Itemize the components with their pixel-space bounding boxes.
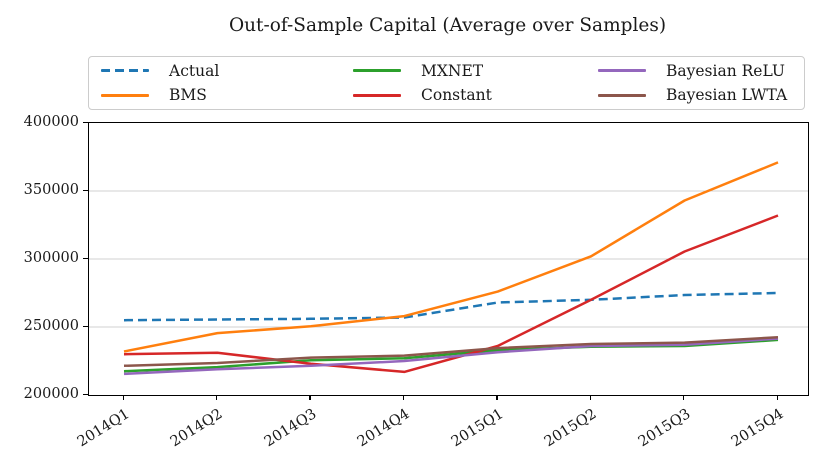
x-tick-mark bbox=[589, 395, 591, 401]
line-swatch-bayesian-relu bbox=[598, 69, 646, 73]
legend-item-bayesian-relu: Bayesian ReLU bbox=[598, 60, 804, 82]
x-tick-label: 2014Q2 bbox=[168, 406, 226, 451]
x-tick-mark bbox=[122, 395, 124, 401]
x-tick-label: 2015Q4 bbox=[728, 406, 787, 451]
legend-label-constant: Constant bbox=[421, 86, 492, 105]
y-tick-label: 250000 bbox=[23, 317, 79, 334]
series-line-constant bbox=[123, 214, 779, 374]
series-line-actual bbox=[123, 291, 779, 322]
x-tick-label: 2015Q1 bbox=[448, 406, 507, 451]
x-tick-mark bbox=[215, 395, 218, 401]
y-tick-mark bbox=[83, 393, 88, 395]
legend-label-mxnet: MXNET bbox=[421, 61, 484, 80]
series-line-bayesian-lwta bbox=[123, 335, 779, 368]
legend-item-mxnet: MXNET bbox=[353, 60, 586, 82]
y-tick-mark bbox=[83, 257, 88, 259]
legend-item-constant: Constant bbox=[353, 84, 586, 106]
chart-lines bbox=[89, 161, 808, 376]
legend-label-bayesian-lwta: Bayesian LWTA bbox=[666, 86, 788, 105]
x-tick-mark bbox=[683, 395, 685, 401]
line-swatch-actual bbox=[101, 69, 149, 73]
y-tick-label: 400000 bbox=[23, 113, 79, 130]
line-swatch-constant bbox=[353, 93, 401, 97]
legend-label-bayesian-relu: Bayesian ReLU bbox=[666, 61, 785, 80]
legend-column: Actual BMS bbox=[89, 57, 341, 109]
x-tick-label: 2014Q3 bbox=[261, 406, 320, 451]
y-tick-label: 200000 bbox=[23, 385, 79, 402]
legend-label-actual: Actual bbox=[169, 61, 220, 80]
legend: Actual BMS MXNET Constant Bayesian ReLU … bbox=[88, 56, 805, 110]
plot-area bbox=[88, 122, 809, 396]
y-tick-mark bbox=[83, 121, 88, 123]
line-swatch-mxnet bbox=[353, 69, 401, 73]
x-tick-label: 2015Q2 bbox=[541, 406, 600, 451]
y-tick-label: 300000 bbox=[23, 249, 79, 266]
legend-column: Bayesian ReLU Bayesian LWTA bbox=[586, 57, 804, 109]
x-tick-mark bbox=[402, 395, 405, 401]
y-tick-mark bbox=[83, 325, 88, 327]
series-line-bms bbox=[123, 161, 779, 353]
legend-item-bms: BMS bbox=[101, 84, 341, 106]
chart-title: Out-of-Sample Capital (Average over Samp… bbox=[228, 15, 667, 36]
legend-column: MXNET Constant bbox=[341, 57, 586, 109]
series-line-bayesian-relu bbox=[123, 337, 779, 376]
x-tick-label: 2014Q1 bbox=[74, 406, 133, 451]
line-swatch-bms bbox=[101, 93, 149, 97]
x-tick-label: 2014Q4 bbox=[355, 406, 413, 451]
x-tick-mark bbox=[496, 395, 498, 401]
y-tick-mark bbox=[83, 189, 88, 191]
legend-item-actual: Actual bbox=[101, 60, 341, 82]
line-swatch-bayesian-lwta bbox=[598, 93, 646, 97]
x-tick-label: 2015Q3 bbox=[635, 406, 694, 451]
x-tick-mark bbox=[309, 395, 311, 401]
y-tick-label: 350000 bbox=[23, 181, 79, 198]
legend-item-bayesian-lwta: Bayesian LWTA bbox=[598, 84, 804, 106]
legend-label-bms: BMS bbox=[169, 86, 207, 105]
x-tick-mark bbox=[776, 395, 778, 401]
